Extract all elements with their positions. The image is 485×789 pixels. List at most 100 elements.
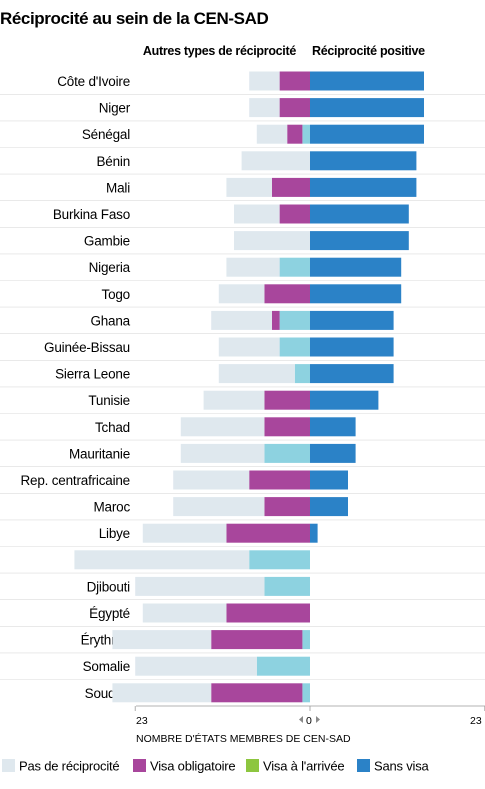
row-mauritanie: Mauritanie <box>69 443 356 463</box>
bar-sans-visa <box>310 337 394 357</box>
bar-pas-de-reciprocite <box>112 630 212 650</box>
bar-visa-a-l-arrivee <box>302 683 310 703</box>
bar-visa-obligatoire <box>211 683 303 703</box>
category-label: Togo <box>102 287 130 302</box>
legend-label-pas-de-reciprocite: Pas de réciprocité <box>19 759 119 774</box>
row-togo: Togo <box>102 284 402 304</box>
bar-visa-obligatoire <box>279 71 310 91</box>
bar-sans-visa <box>310 523 318 543</box>
row-djibouti: Djibouti <box>87 576 310 596</box>
category-label: Mauritanie <box>69 446 130 461</box>
bar-visa-obligatoire <box>272 177 310 197</box>
row-rep-centrafricaine: Rep. centrafricaine <box>20 470 348 490</box>
bar-visa-obligatoire <box>226 523 310 543</box>
category-label: Libye <box>99 526 130 541</box>
bar-visa-obligatoire <box>249 470 310 490</box>
axis-zero-label: 0 <box>306 715 312 727</box>
right-header: Réciprocité positive <box>312 44 425 58</box>
bar-visa-obligatoire <box>272 310 280 330</box>
bar-sans-visa <box>310 204 409 224</box>
row-egypte: Égypté <box>89 603 310 623</box>
bar-visa-a-l-arrivee <box>264 576 310 596</box>
bar-pas-de-reciprocite <box>256 124 288 144</box>
arrow-right-icon <box>316 716 320 723</box>
bar-visa-a-l-arrivee <box>279 257 310 277</box>
bar-visa-obligatoire <box>279 204 310 224</box>
bar-pas-de-reciprocite <box>249 71 280 91</box>
row-sierra-leone: Sierra Leone <box>55 364 394 384</box>
category-label: Somalie <box>83 659 130 674</box>
category-label: Côte d'Ivoire <box>57 74 130 89</box>
row-guinee-bissau: Guinée-Bissau <box>44 337 394 357</box>
category-label: Sénégal <box>82 127 130 142</box>
bar-sans-visa <box>310 443 356 463</box>
legend-swatch-visa-obligatoire <box>133 759 146 772</box>
bar-pas-de-reciprocite <box>211 310 272 330</box>
row-libye: Libye <box>99 523 318 543</box>
chart-title: Réciprocité au sein de la CEN-SAD <box>0 9 268 28</box>
bar-sans-visa <box>310 417 356 437</box>
category-label: Burkina Faso <box>53 207 130 222</box>
bar-sans-visa <box>310 177 417 197</box>
bar-pas-de-reciprocite <box>142 603 227 623</box>
bar-pas-de-reciprocite <box>241 151 310 171</box>
bar-visa-obligatoire <box>279 98 310 118</box>
bar-visa-a-l-arrivee <box>302 630 310 650</box>
bar-sans-visa <box>310 470 348 490</box>
bar-visa-obligatoire <box>264 390 310 410</box>
bar-pas-de-reciprocite <box>173 470 250 490</box>
bar-visa-obligatoire <box>226 603 310 623</box>
category-label: Égypté <box>89 606 130 621</box>
category-label: Maroc <box>93 500 130 515</box>
bar-pas-de-reciprocite <box>180 443 265 463</box>
x-axis: 23 0 23 NOMBRE D'ÉTATS MEMBRES DE CEN-SA… <box>134 705 485 745</box>
left-header: Autres types de réciprocité <box>143 44 296 58</box>
bar-sans-visa <box>310 124 424 144</box>
bar-rows: Côte d'Ivoire Niger Sénégal Bénin Mali Burkin… <box>0 71 485 703</box>
bar-visa-a-l-arrivee <box>264 443 310 463</box>
row-tchad: Tchad <box>95 417 356 437</box>
bar-sans-visa <box>310 497 348 517</box>
bar-visa-obligatoire <box>264 417 310 437</box>
bar-sans-visa <box>310 71 424 91</box>
legend-label-visa-a-l-arrivee: Visa à l'arrivée <box>263 759 344 774</box>
row-nigeria: Nigeria <box>89 257 402 277</box>
bar-pas-de-reciprocite <box>218 284 265 304</box>
bar-visa-obligatoire <box>211 630 303 650</box>
row-cote-d-ivoire: Côte d'Ivoire <box>57 71 424 91</box>
bar-sans-visa <box>310 390 379 410</box>
category-label: Nigeria <box>89 260 131 275</box>
row-erythree: Érythrée <box>81 630 310 650</box>
bar-visa-obligatoire <box>264 497 310 517</box>
row-tunisie: Tunisie <box>88 390 379 410</box>
bar-visa-a-l-arrivee <box>249 550 310 570</box>
bar-sans-visa <box>310 151 417 171</box>
bar-visa-a-l-arrivee <box>294 364 310 384</box>
row-niger: Niger <box>99 98 424 118</box>
category-label: Rep. centrafricaine <box>20 473 130 488</box>
legend-label-visa-obligatoire: Visa obligatoire <box>150 759 235 774</box>
category-label: Tchad <box>95 420 130 435</box>
bar-pas-de-reciprocite <box>234 204 280 224</box>
arrow-left-icon <box>299 716 303 723</box>
row-gambie: Gambie <box>84 231 409 251</box>
bar-visa-a-l-arrivee <box>279 310 310 330</box>
row-comores: Comores <box>74 550 310 570</box>
category-label: Sierra Leone <box>55 367 130 382</box>
bar-pas-de-reciprocite <box>226 177 272 197</box>
bar-pas-de-reciprocite <box>249 98 280 118</box>
bar-visa-a-l-arrivee <box>279 337 310 357</box>
category-label: Mali <box>106 180 130 195</box>
category-label: Bénin <box>96 154 130 169</box>
bar-visa-a-l-arrivee <box>256 656 310 676</box>
legend: Pas de réciprocité Visa obligatoire Visa à… <box>2 759 430 774</box>
axis-min-label: 23 <box>136 715 148 727</box>
axis-title: NOMBRE D'ÉTATS MEMBRES DE CEN-SAD <box>136 732 351 745</box>
row-senegal: Sénégal <box>82 124 424 144</box>
row-soudan: Soudan <box>85 683 310 703</box>
bar-pas-de-reciprocite <box>218 337 280 357</box>
bar-sans-visa <box>310 257 402 277</box>
bar-visa-obligatoire <box>287 124 303 144</box>
bar-sans-visa <box>310 284 402 304</box>
